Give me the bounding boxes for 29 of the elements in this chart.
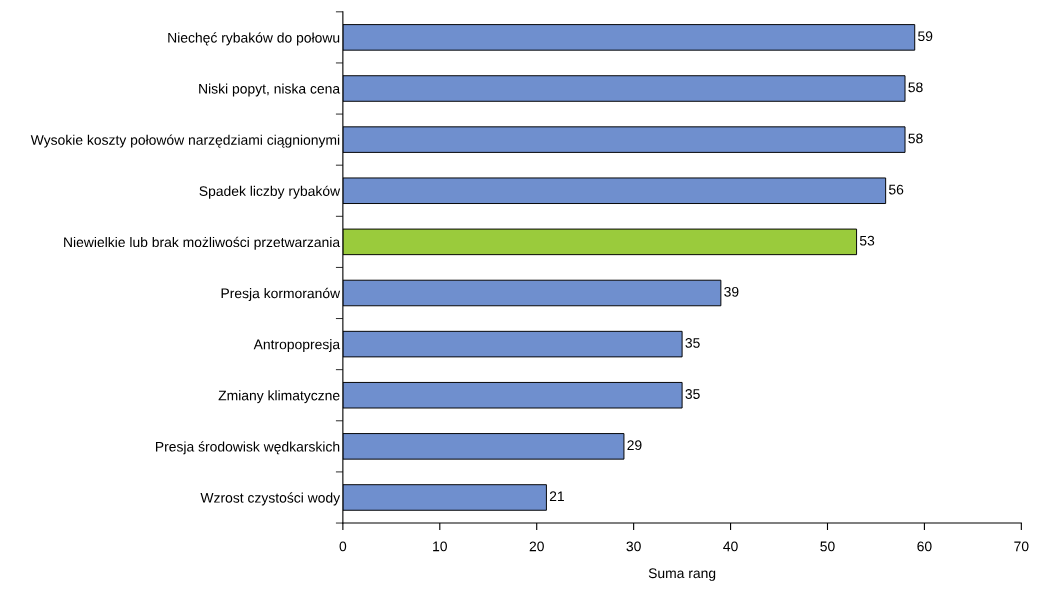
data-label: 35 bbox=[685, 389, 700, 399]
data-label: 59 bbox=[918, 31, 933, 42]
x-tick-label: 60 bbox=[917, 541, 932, 552]
y-tick-label: Antropopresja bbox=[253, 339, 341, 353]
x-tick-label: 50 bbox=[820, 541, 835, 552]
x-axis-title: Suma rang bbox=[648, 568, 716, 581]
y-tick-label: Spadek liczby rybaków bbox=[199, 185, 341, 199]
data-label: 53 bbox=[859, 235, 875, 246]
x-tick-label: 40 bbox=[723, 541, 738, 552]
data-label: 56 bbox=[888, 184, 904, 195]
y-tick-label: Niski popyt, niska cena bbox=[199, 83, 341, 97]
data-label: 29 bbox=[627, 440, 642, 451]
y-tick-label: Zmiany klimatyczne bbox=[218, 390, 340, 404]
data-label: 21 bbox=[549, 491, 564, 502]
x-tick-label: 30 bbox=[626, 541, 641, 552]
y-tick-label: Wzrost czystości wody bbox=[200, 492, 341, 506]
data-label: 58 bbox=[908, 133, 923, 144]
data-label: 39 bbox=[724, 286, 739, 297]
data-label: 35 bbox=[685, 338, 700, 348]
y-tick-label: Wysokie koszty połowów narzędziami ciągnionymi bbox=[30, 134, 340, 148]
x-tick-label: 10 bbox=[433, 541, 447, 552]
y-tick-label: Presja kormoranów bbox=[221, 287, 341, 301]
y-tick-label: Niechęć rybaków do połowu bbox=[168, 32, 340, 46]
x-tick-label: 20 bbox=[529, 541, 544, 552]
y-tick-label: Niewielkie lub brak możliwości przetwarzania bbox=[64, 236, 341, 250]
x-tick-label: 0 bbox=[339, 541, 347, 552]
x-tick-label: 70 bbox=[1014, 541, 1029, 552]
y-tick-label: Presja środowisk wędkarskich bbox=[155, 441, 340, 455]
data-label: 58 bbox=[908, 82, 923, 93]
